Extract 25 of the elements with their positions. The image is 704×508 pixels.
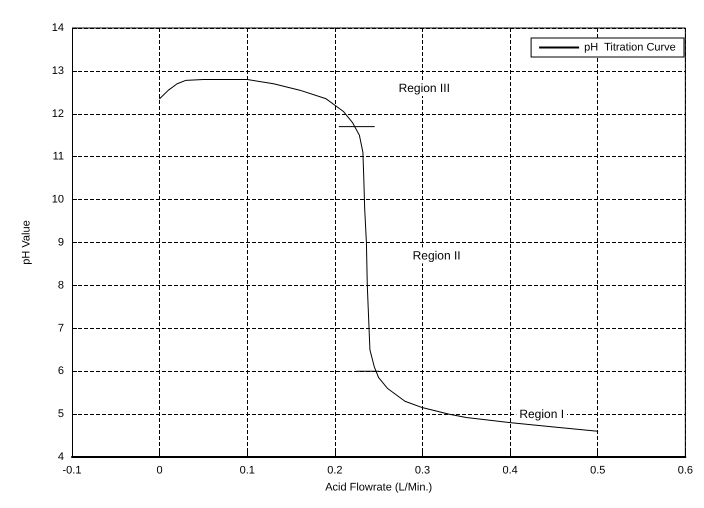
x-tick-label: -0.1 xyxy=(62,464,82,476)
x-axis-title: Acid Flowrate (L/Min.) xyxy=(325,482,432,494)
annotation: Region I xyxy=(519,407,564,422)
x-tick-label: 0.3 xyxy=(414,464,430,476)
y-tick-label: 11 xyxy=(52,150,64,163)
x-tick-label: 0.5 xyxy=(590,464,606,476)
y-tick-label: 7 xyxy=(58,322,64,334)
y-tick-label: 4 xyxy=(58,451,64,463)
y-tick-label: 5 xyxy=(58,408,64,420)
x-tick-label: 0.6 xyxy=(678,464,694,476)
x-tick-label: 0.2 xyxy=(327,464,343,476)
y-tick-label: 8 xyxy=(58,279,64,292)
x-tick-label: 0.1 xyxy=(240,464,255,476)
y-tick-label: 14 xyxy=(52,22,64,34)
y-axis-title: pH Value xyxy=(20,220,32,265)
y-tick-label: 10 xyxy=(52,194,64,206)
y-tick-label: 12 xyxy=(52,108,64,120)
y-tick-label: 9 xyxy=(58,236,64,248)
y-tick-label: 6 xyxy=(58,365,64,378)
annotation: Region III xyxy=(398,81,450,96)
y-tick-label: 13 xyxy=(52,64,64,77)
x-tick-label: 0.4 xyxy=(502,464,518,476)
annotation: Region II xyxy=(412,248,461,262)
x-tick-label: 0 xyxy=(156,464,163,476)
legend-label: pH Titration Curve xyxy=(584,42,676,54)
